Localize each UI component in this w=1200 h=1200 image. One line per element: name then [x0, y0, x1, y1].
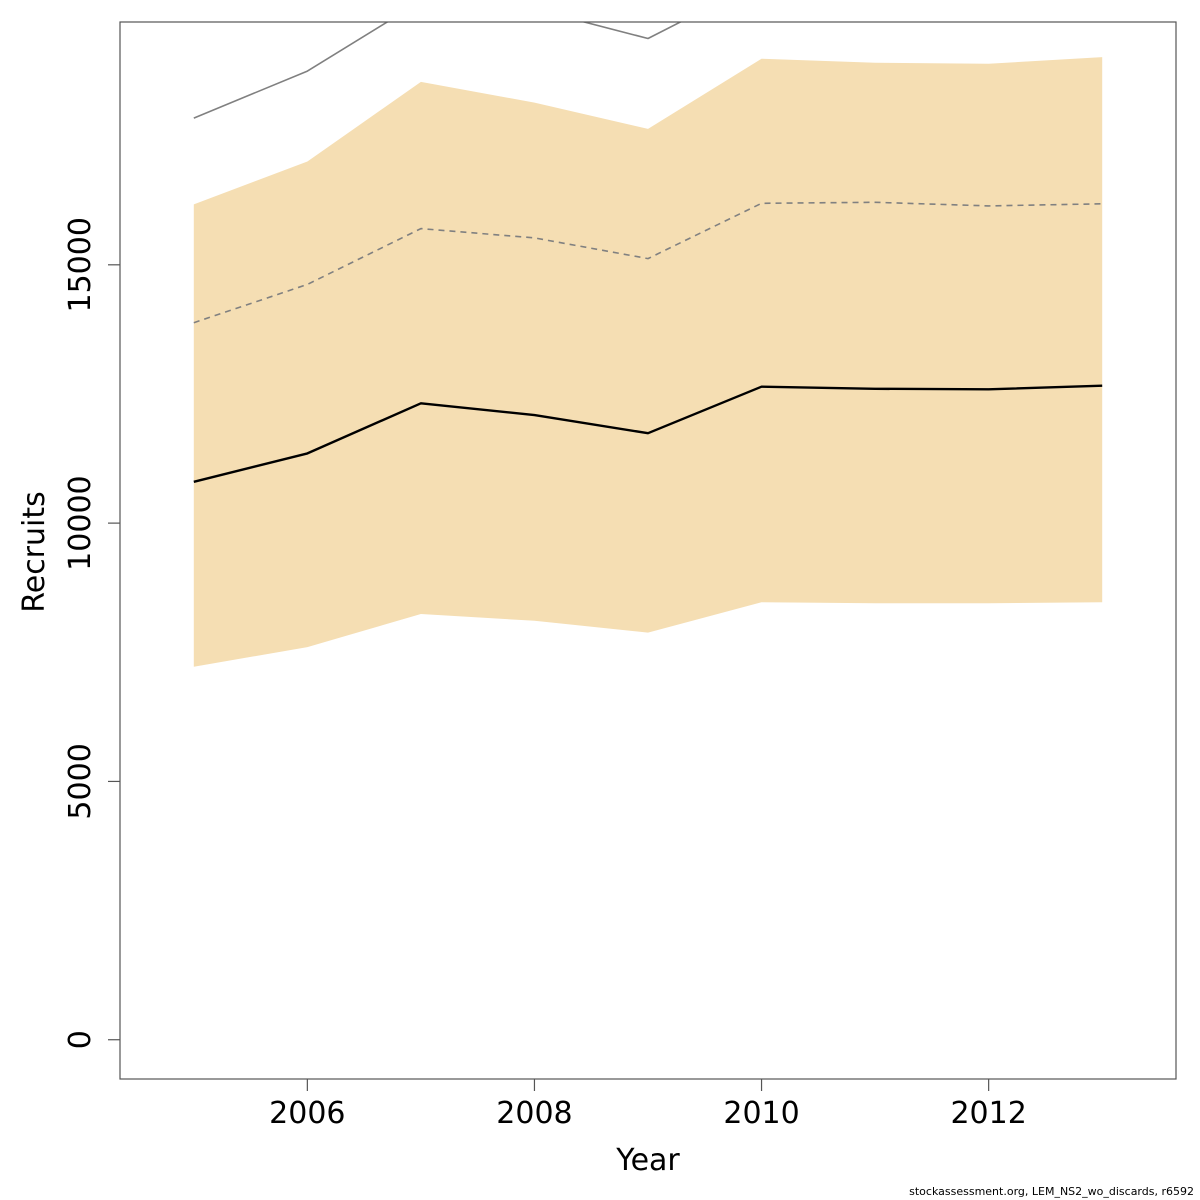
y-axis-title: Recruits [17, 491, 52, 613]
median-line [193, 384, 1103, 483]
plot-area [193, 22, 1103, 667]
y-tick-label: 0 [63, 1030, 98, 1049]
footer-note: stockassessment.org, LEM_NS2_wo_discards… [909, 1185, 1194, 1198]
x-axis-title: Year [615, 1143, 680, 1178]
plot-frame [119, 21, 1177, 1080]
y-tick-label: 10000 [63, 475, 98, 570]
y-axis: 0 5000 10000 15000 [63, 217, 120, 1049]
x-tick-label: 2008 [496, 1096, 572, 1131]
x-tick-label: 2006 [269, 1096, 345, 1131]
y-tick-label: 5000 [63, 743, 98, 819]
x-axis: 2006 2008 2010 2012 [269, 1079, 1027, 1131]
dashed-reference-line [193, 201, 1103, 324]
upper-reference-line [193, 22, 683, 119]
confidence-band [193, 57, 1103, 667]
x-tick-label: 2010 [723, 1096, 799, 1131]
x-tick-label: 2012 [950, 1096, 1026, 1131]
y-tick-label: 15000 [63, 217, 98, 312]
